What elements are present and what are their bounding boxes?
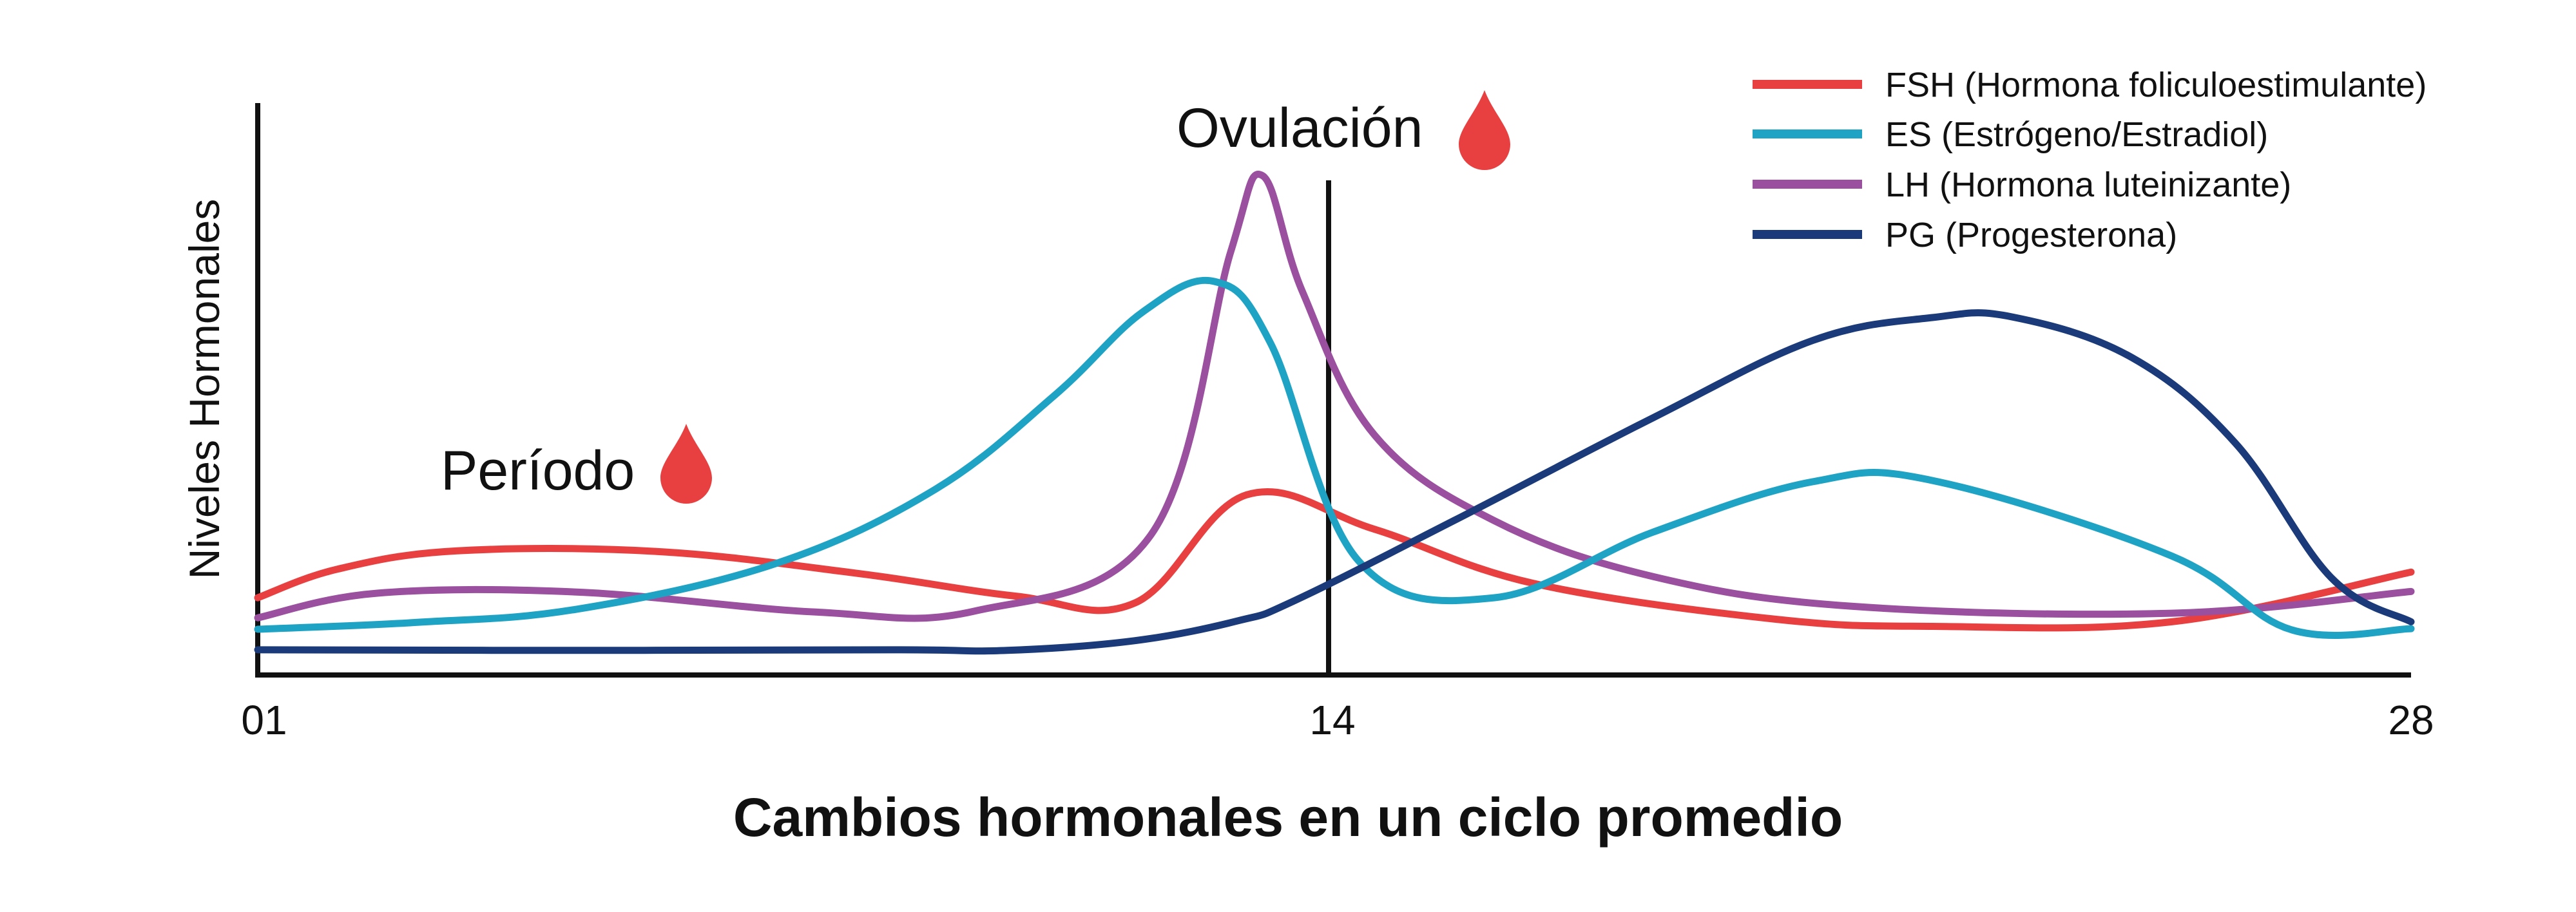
annotation-ovulacion-label: Ovulación xyxy=(1177,97,1423,159)
x-tick-label-start: 01 xyxy=(241,697,287,743)
annotation-periodo: Período xyxy=(441,424,712,504)
series-line-lh xyxy=(254,171,2415,622)
blood-drop-icon xyxy=(1459,90,1510,170)
annotation-periodo-label: Período xyxy=(441,440,635,502)
blood-drop-icon xyxy=(660,424,712,504)
chart-title: Cambios hormonales en un ciclo promedio xyxy=(733,787,1843,848)
legend-label-fsh: FSH (Hormona foliculoestimulante) xyxy=(1885,66,2427,104)
legend: FSH (Hormona foliculoestimulante) ES (Es… xyxy=(1753,66,2427,254)
series-line-pg xyxy=(254,309,2415,655)
legend-label-es: ES (Estrógeno/Estradiol) xyxy=(1885,115,2268,154)
y-axis-label: Niveles Hormonales xyxy=(180,199,228,580)
legend-label-pg: PG (Progesterona) xyxy=(1885,216,2177,254)
series-line-es xyxy=(254,276,2415,639)
legend-label-lh: LH (Hormona luteinizante) xyxy=(1885,166,2291,204)
x-tick-label-mid: 14 xyxy=(1309,697,1355,743)
annotation-ovulacion: Ovulación xyxy=(1177,90,1510,170)
series-line-fsh xyxy=(254,488,2415,632)
series-lines xyxy=(254,171,2415,655)
x-tick-label-end: 28 xyxy=(2388,697,2434,743)
